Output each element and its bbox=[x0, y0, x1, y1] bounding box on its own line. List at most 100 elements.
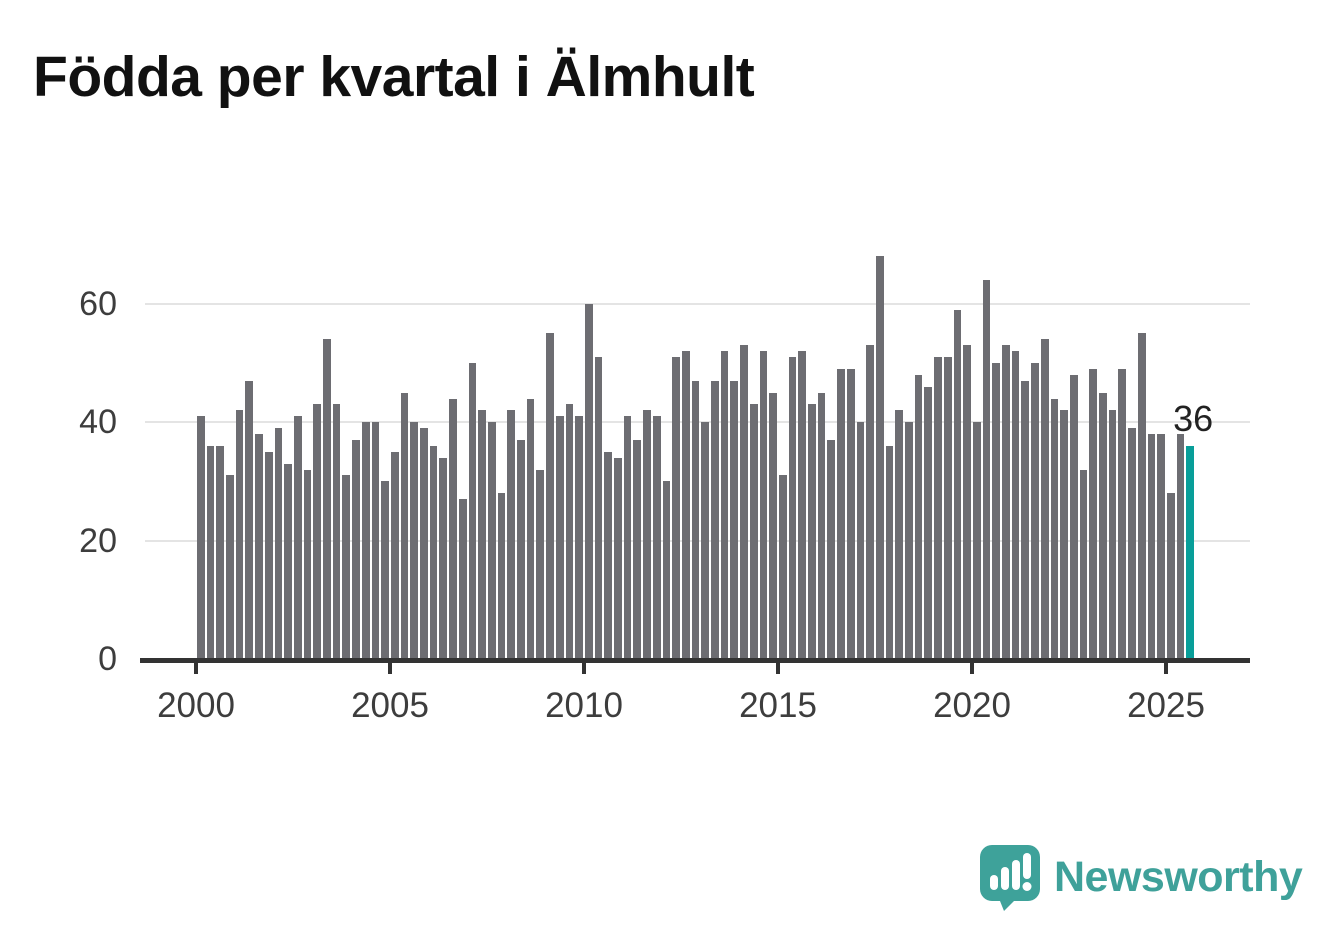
bar bbox=[255, 434, 263, 659]
bar bbox=[594, 357, 603, 659]
bar bbox=[662, 481, 671, 659]
bar bbox=[934, 357, 942, 659]
bar bbox=[788, 357, 797, 659]
x-tick-2005 bbox=[388, 663, 392, 674]
bar bbox=[730, 380, 739, 659]
x-axis-line bbox=[140, 658, 1250, 663]
latest-value-annotation: 36 bbox=[1173, 397, 1214, 439]
bar bbox=[1011, 351, 1020, 659]
bar bbox=[517, 439, 525, 659]
bar bbox=[1050, 398, 1059, 659]
bar bbox=[284, 463, 292, 659]
bar-highlight-latest-quarter bbox=[1186, 445, 1195, 659]
bar bbox=[963, 345, 971, 659]
bar bbox=[584, 303, 593, 659]
bar bbox=[575, 416, 583, 659]
bar bbox=[778, 475, 787, 659]
bar bbox=[953, 309, 962, 659]
bar bbox=[1060, 410, 1068, 659]
gridline-y60 bbox=[145, 302, 1250, 305]
bar bbox=[497, 493, 506, 659]
bar bbox=[381, 481, 389, 659]
bar bbox=[245, 380, 254, 659]
bar bbox=[226, 475, 234, 659]
bar bbox=[720, 351, 729, 659]
bar bbox=[565, 404, 574, 659]
bar bbox=[536, 469, 545, 659]
y-axis-label-60: 60 bbox=[79, 284, 117, 323]
x-axis-label-2005: 2005 bbox=[351, 686, 429, 725]
bar bbox=[293, 416, 302, 659]
y-axis-label-40: 40 bbox=[79, 403, 117, 442]
newsworthy-logo: Newsworthy bbox=[978, 842, 1303, 912]
bar bbox=[1031, 363, 1039, 659]
bar bbox=[1147, 434, 1156, 659]
bar bbox=[866, 345, 874, 659]
bar bbox=[691, 380, 700, 659]
newsworthy-wordmark: Newsworthy bbox=[1054, 853, 1303, 901]
x-axis-label-2015: 2015 bbox=[739, 686, 817, 725]
bar bbox=[895, 410, 904, 659]
bar bbox=[361, 422, 370, 659]
bar bbox=[1176, 434, 1185, 659]
bar bbox=[633, 439, 642, 659]
x-tick-2000 bbox=[194, 663, 198, 674]
bar bbox=[885, 445, 894, 659]
bar bbox=[972, 422, 981, 659]
bar bbox=[371, 422, 380, 659]
bar bbox=[740, 345, 748, 659]
x-axis-label-2025: 2025 bbox=[1127, 686, 1205, 725]
bar bbox=[1157, 434, 1165, 659]
bar bbox=[303, 469, 312, 659]
bar bbox=[478, 410, 486, 659]
x-tick-2010 bbox=[582, 663, 586, 674]
bar bbox=[526, 398, 535, 659]
bar bbox=[1118, 368, 1127, 659]
bar bbox=[400, 392, 409, 659]
bar bbox=[507, 410, 516, 659]
bar bbox=[1099, 392, 1107, 659]
bar bbox=[623, 416, 632, 659]
x-axis-label-2010: 2010 bbox=[545, 686, 623, 725]
bar bbox=[487, 422, 496, 659]
bar bbox=[1137, 333, 1146, 659]
y-axis-label-0: 0 bbox=[98, 640, 117, 678]
newsworthy-icon bbox=[978, 843, 1042, 911]
bar bbox=[546, 333, 554, 659]
bar bbox=[672, 357, 680, 659]
bar bbox=[420, 428, 428, 659]
bar bbox=[701, 422, 710, 659]
bar bbox=[846, 368, 855, 659]
bar bbox=[1089, 368, 1098, 659]
bar bbox=[555, 416, 564, 659]
bar bbox=[1069, 374, 1078, 659]
bar bbox=[196, 416, 205, 659]
bar bbox=[982, 280, 991, 659]
bar bbox=[817, 392, 826, 659]
bar bbox=[429, 445, 438, 659]
bar bbox=[837, 368, 845, 659]
bar bbox=[1040, 339, 1049, 659]
bar bbox=[604, 451, 613, 659]
bar bbox=[313, 404, 322, 659]
x-axis-label-2020: 2020 bbox=[933, 686, 1011, 725]
x-tick-2025 bbox=[1164, 663, 1168, 674]
bar bbox=[274, 428, 283, 659]
bar bbox=[749, 404, 758, 659]
bar bbox=[235, 410, 244, 659]
bar bbox=[1002, 345, 1010, 659]
bar bbox=[216, 445, 225, 659]
bar bbox=[827, 439, 836, 659]
bar bbox=[652, 416, 661, 659]
bar bbox=[614, 457, 622, 659]
bar bbox=[206, 445, 215, 659]
bar bbox=[711, 380, 719, 659]
bar bbox=[943, 357, 952, 659]
bar bbox=[681, 351, 690, 659]
bar bbox=[323, 339, 331, 659]
bar bbox=[352, 439, 360, 659]
bar bbox=[1128, 428, 1136, 659]
bar bbox=[410, 422, 419, 659]
bar bbox=[875, 256, 884, 659]
bar bbox=[1021, 380, 1030, 659]
